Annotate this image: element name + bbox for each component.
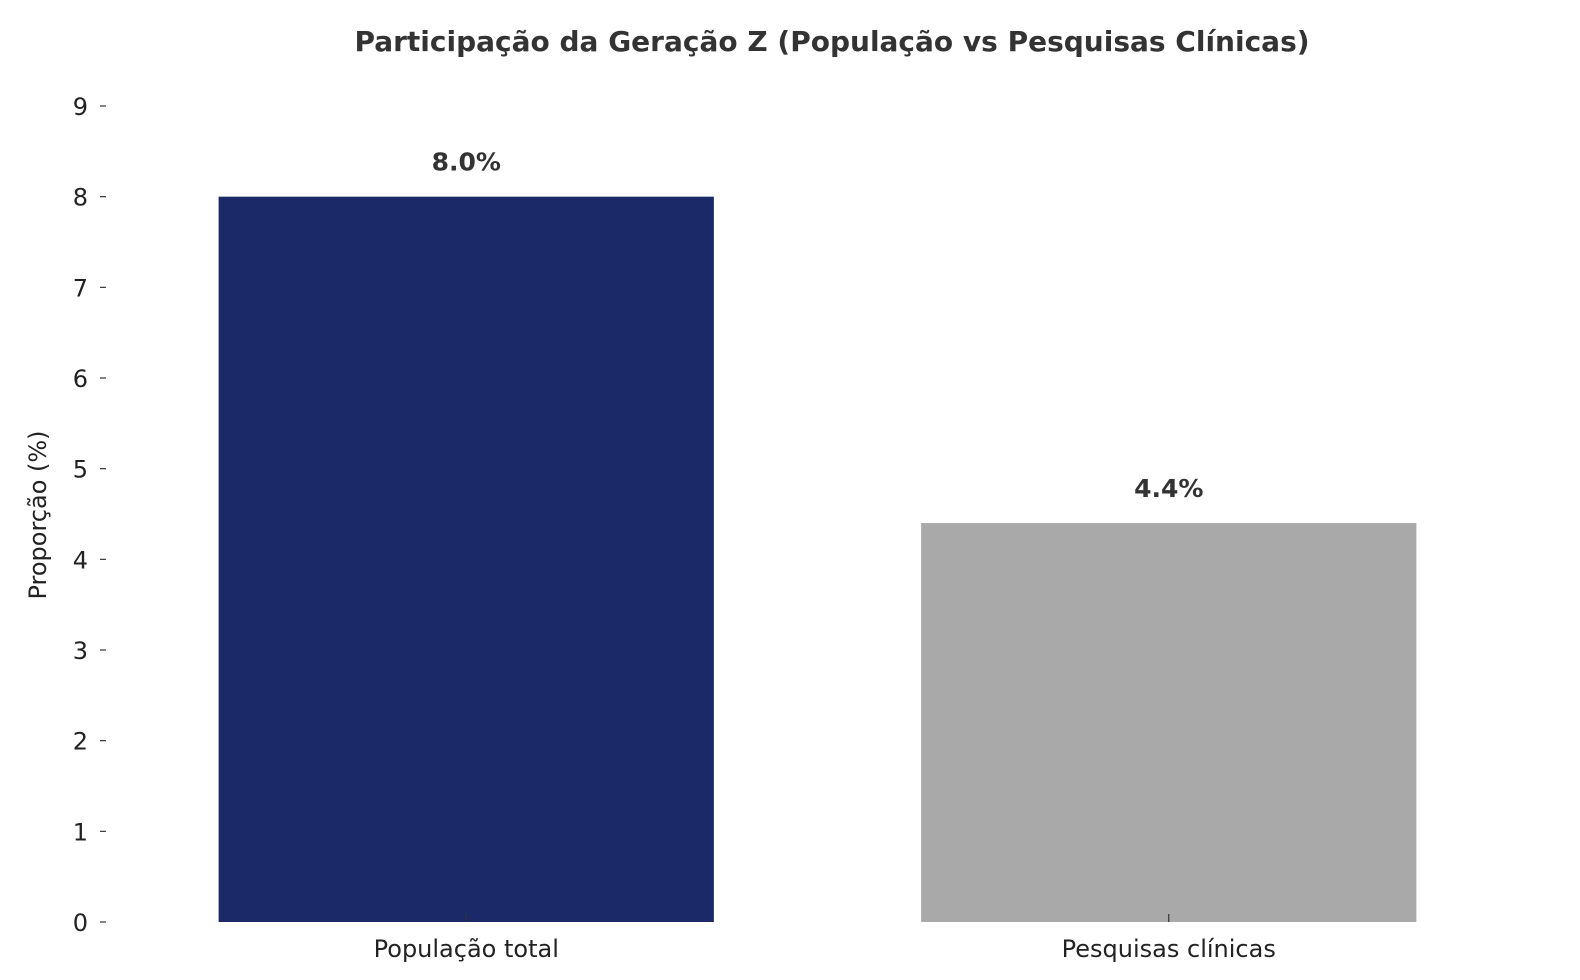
y-tick-label: 4 bbox=[73, 546, 88, 574]
bars-group: 8.0% 4.4% bbox=[218, 148, 1417, 922]
x-tick-label: População total bbox=[374, 935, 559, 963]
y-tick-label: 9 bbox=[73, 93, 88, 121]
y-axis: 0 1 2 3 4 5 6 7 8 9 bbox=[73, 93, 106, 937]
data-label-2: 4.4% bbox=[1134, 474, 1203, 503]
chart-title: Participação da Geração Z (População vs … bbox=[354, 25, 1309, 58]
y-axis-label: Proporção (%) bbox=[24, 430, 52, 599]
data-label-1: 8.0% bbox=[432, 148, 501, 177]
y-tick-label: 2 bbox=[73, 728, 88, 756]
y-tick-label: 3 bbox=[73, 637, 88, 665]
x-axis: População total Pesquisas clínicas bbox=[374, 914, 1276, 963]
y-tick-label: 5 bbox=[73, 456, 88, 484]
y-tick-label: 1 bbox=[73, 818, 88, 846]
y-tick-label: 6 bbox=[73, 365, 88, 393]
bar-1 bbox=[218, 196, 714, 922]
x-tick-label: Pesquisas clínicas bbox=[1062, 935, 1276, 963]
bar-2 bbox=[921, 523, 1417, 922]
y-tick-label: 0 bbox=[73, 909, 88, 937]
y-tick-label: 7 bbox=[73, 274, 88, 302]
y-tick-label: 8 bbox=[73, 184, 88, 212]
